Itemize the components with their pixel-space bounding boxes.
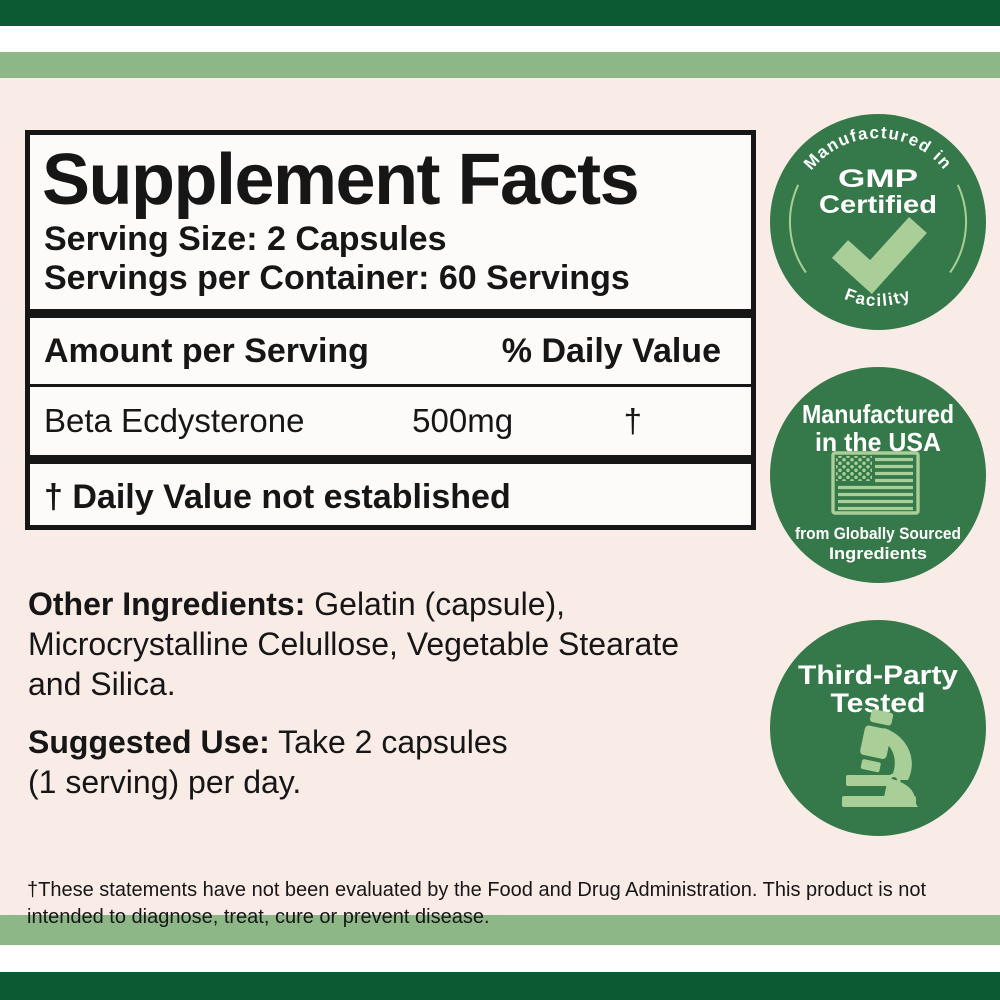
badge-line2: Certified [819, 191, 937, 219]
other-ingredients-label: Other Ingredients: [28, 586, 306, 622]
made-in-usa-badge: Manufactured in the USA from Globally So… [770, 367, 986, 583]
badge-line1: GMP [838, 165, 918, 193]
microscope-icon [842, 709, 918, 807]
divider-thin [30, 384, 751, 387]
bottom-stripe-dark [0, 972, 1000, 1000]
divider-thick [30, 455, 751, 464]
serving-size: Serving Size: 2 Capsules [44, 220, 447, 258]
badge-ring-right [949, 184, 968, 274]
badge-sub-line2: Ingredients [829, 544, 927, 563]
top-stripe-white [0, 26, 1000, 52]
daily-value-footnote: † Daily Value not established [44, 478, 511, 516]
table-row: Beta Ecdysterone 500mg † [30, 387, 751, 455]
bottom-stripe-sage [0, 915, 1000, 945]
suggested-use-paragraph: Suggested Use: Take 2 capsules (1 servin… [28, 722, 756, 802]
top-stripe-sage [0, 52, 1000, 78]
divider-thick [30, 309, 751, 318]
badge-sub-line1: from Globally Sourced [795, 524, 961, 543]
badge-circle [770, 114, 986, 330]
badge-ring-left [788, 184, 807, 274]
ingredient-name: Beta Ecdysterone [44, 402, 305, 439]
other-ingredients-paragraph: Other Ingredients: Gelatin (capsule), Mi… [28, 584, 756, 704]
checkmark-icon [831, 216, 927, 294]
servings-per-container: Servings per Container: 60 Servings [44, 259, 630, 297]
us-flag-icon [831, 451, 920, 515]
fda-disclaimer: †These statements have not been evaluate… [27, 877, 977, 931]
suggested-use-text: Take 2 capsules (1 serving) per day. [28, 724, 508, 800]
third-party-tested-badge: Third-Party Tested [770, 620, 986, 836]
table-header-row: Amount per Serving % Daily Value [30, 318, 751, 384]
supplement-facts-panel: Supplement Facts Serving Size: 2 Capsule… [25, 130, 756, 530]
ingredient-daily-value: † [623, 402, 642, 439]
top-stripe-dark [0, 0, 1000, 26]
suggested-use-label: Suggested Use: [28, 724, 270, 760]
other-ingredients-text: Gelatin (capsule), Microcrystalline Celu… [28, 586, 679, 702]
bottom-stripe-white [0, 945, 1000, 972]
badge-line1: Third-Party [798, 660, 958, 690]
gmp-certified-badge: Manufactured in GMP Certified Facility [770, 114, 986, 330]
daily-value-header: % Daily Value [501, 331, 721, 370]
ingredient-amount: 500mg [412, 402, 514, 439]
fda-disclaimer-text: †These statements have not been evaluate… [27, 879, 927, 928]
amount-per-serving-header: Amount per Serving [44, 331, 369, 370]
badge-line1: Manufactured [802, 399, 954, 429]
facts-title: Supplement Facts [42, 140, 640, 220]
